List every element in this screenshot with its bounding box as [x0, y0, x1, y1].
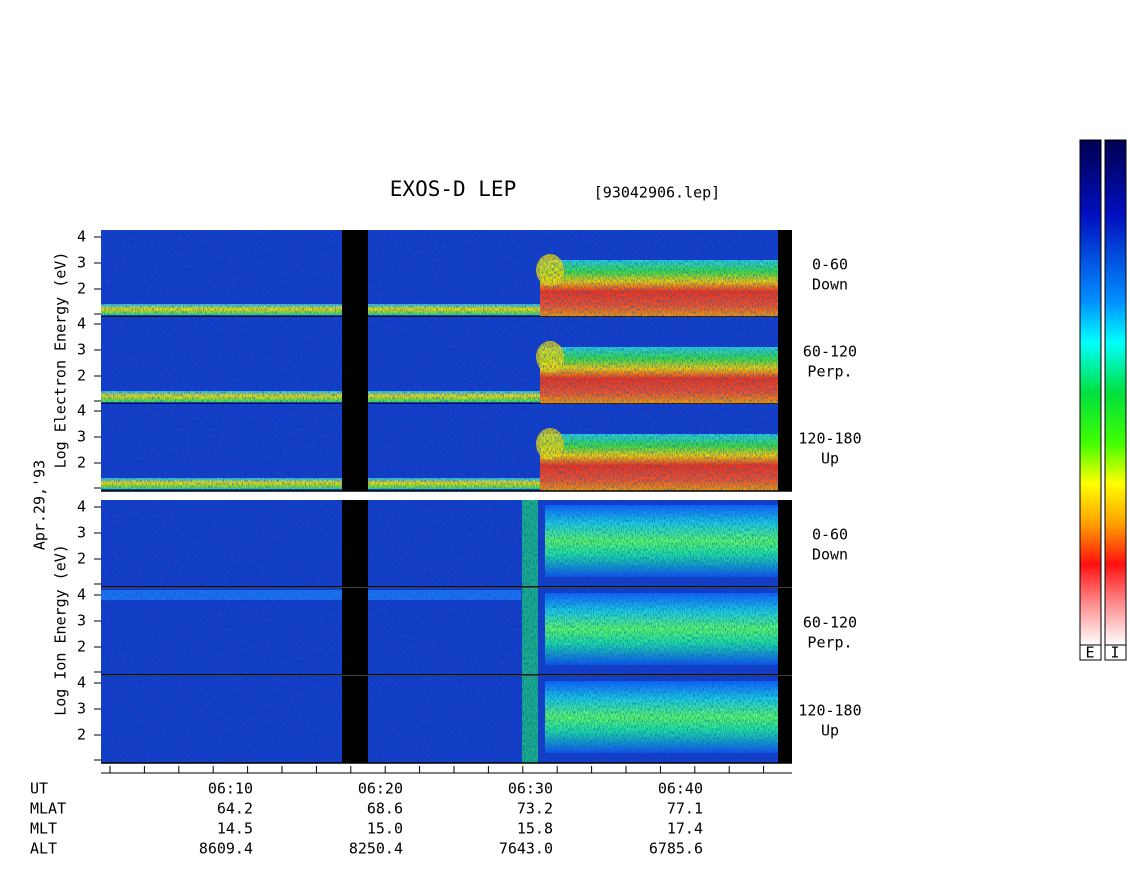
y-tick-label: 4: [77, 315, 86, 333]
data-gap: [342, 500, 368, 587]
row-name: ALT: [30, 840, 57, 858]
row-value: 68.6: [367, 800, 403, 818]
data-gap: [342, 588, 368, 675]
file-name: [93042906.lep]: [594, 184, 720, 202]
row-name: MLAT: [30, 800, 66, 818]
row-value: 06:10: [208, 780, 253, 798]
title: EXOS-D LEP: [390, 177, 516, 201]
y-tick-label: 3: [77, 341, 86, 359]
y-tick-label: 2: [77, 454, 86, 472]
noise: [101, 588, 792, 675]
data-gap: [778, 230, 792, 317]
row-value: 64.2: [217, 800, 253, 818]
y-tick-label: 4: [77, 498, 86, 516]
panel-angle: 120-180: [798, 702, 861, 720]
y-tick-label: 4: [77, 586, 86, 604]
panel-angle: 0-60: [812, 526, 848, 544]
colorbar-label: E: [1085, 644, 1094, 662]
row-value: 06:40: [658, 780, 703, 798]
data-gap: [342, 230, 368, 317]
row-name: UT: [30, 780, 48, 798]
noise: [101, 676, 792, 763]
colorbar: [1104, 139, 1127, 646]
row-value: 06:30: [508, 780, 553, 798]
row-value: 8609.4: [199, 840, 253, 858]
y-tick-label: 3: [77, 524, 86, 542]
y-tick-label: 2: [77, 367, 86, 385]
y-axis-title: Log Ion Energy (eV): [52, 544, 70, 716]
row-value: 06:20: [358, 780, 403, 798]
y-tick-label: 2: [77, 550, 86, 568]
colorbar-label-box: [1079, 644, 1102, 661]
y-tick-label: 3: [77, 428, 86, 446]
data-gap: [778, 500, 792, 587]
y-tick-label: 4: [77, 402, 86, 420]
panel-angle: 60-120: [803, 343, 857, 361]
row-value: 15.8: [517, 820, 553, 838]
data-gap: [342, 317, 368, 404]
panel-direction: Perp.: [807, 363, 852, 381]
row-value: 17.4: [667, 820, 703, 838]
data-gap: [778, 404, 792, 491]
data-gap: [778, 588, 792, 675]
y-tick-label: 4: [77, 228, 86, 246]
date-label: Apr.29,'93: [31, 460, 49, 550]
row-value: 77.1: [667, 800, 703, 818]
panel-direction: Down: [812, 546, 848, 564]
colorbar-label: I: [1110, 644, 1119, 662]
panel-direction: Up: [821, 450, 839, 468]
noise: [101, 230, 792, 317]
y-tick-label: 2: [77, 280, 86, 298]
panel-angle: 60-120: [803, 614, 857, 632]
y-tick-label: 2: [77, 726, 86, 744]
noise: [101, 317, 792, 404]
plot-layer: [101, 230, 792, 764]
row-name: MLT: [30, 820, 57, 838]
row-value: 6785.6: [649, 840, 703, 858]
y-tick-label: 3: [77, 254, 86, 272]
colorbar: [1079, 139, 1102, 646]
panel-direction: Up: [821, 722, 839, 740]
row-value: 73.2: [517, 800, 553, 818]
row-value: 7643.0: [499, 840, 553, 858]
y-tick-label: 3: [77, 700, 86, 718]
y-tick-label: 4: [77, 674, 86, 692]
y-axis-title: Log Electron Energy (eV): [52, 252, 70, 469]
row-value: 8250.4: [349, 840, 403, 858]
data-gap: [342, 676, 368, 763]
row-value: 15.0: [367, 820, 403, 838]
colorbar-label-box: [1104, 644, 1127, 661]
panel-direction: Down: [812, 276, 848, 294]
data-gap: [342, 404, 368, 491]
noise: [101, 404, 792, 491]
panel-angle: 120-180: [798, 430, 861, 448]
y-tick-label: 2: [77, 638, 86, 656]
panel-angle: 0-60: [812, 256, 848, 274]
panel-direction: Perp.: [807, 634, 852, 652]
noise: [101, 500, 792, 587]
row-value: 14.5: [217, 820, 253, 838]
data-gap: [778, 676, 792, 763]
y-tick-label: 3: [77, 612, 86, 630]
data-gap: [778, 317, 792, 404]
